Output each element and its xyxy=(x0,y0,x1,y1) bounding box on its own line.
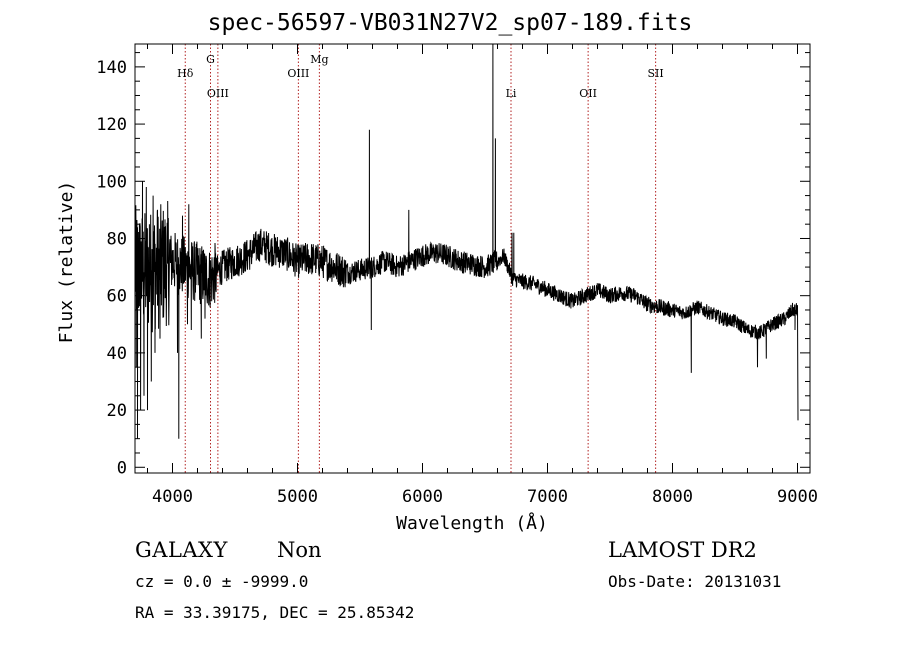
observation-date: Obs-Date: 20131031 xyxy=(608,572,782,591)
y-tick-label: 120 xyxy=(96,115,127,135)
x-axis-ticks: 4000 5000 6000 7000 8000 9000 xyxy=(147,44,818,507)
y-axis-ticks: 0 20 40 60 80 100 120 140 xyxy=(96,52,810,478)
y-tick-label: 80 xyxy=(107,229,127,249)
y-tick-label: 60 xyxy=(107,287,127,307)
spectral-line-label: OIII xyxy=(287,67,309,80)
spectrum-flux-line xyxy=(134,43,799,439)
x-tick-label: 7000 xyxy=(527,487,568,507)
y-tick-label: 100 xyxy=(96,172,127,192)
chart-title: spec-56597-VB031N27V2_sp07-189.fits xyxy=(207,10,693,36)
x-tick-label: 8000 xyxy=(652,487,693,507)
spectral-line-label: OII xyxy=(579,87,597,100)
spectral-line-label: OIII xyxy=(207,87,229,100)
x-tick-label: 9000 xyxy=(777,487,818,507)
y-tick-label: 140 xyxy=(96,58,127,78)
ra-dec-coordinates: RA = 33.39175, DEC = 25.85342 xyxy=(135,603,415,622)
object-class: GALAXY xyxy=(135,538,228,562)
redshift-cz: cz = 0.0 ± -9999.0 xyxy=(135,572,309,591)
y-axis-label: Flux (relative) xyxy=(56,181,77,344)
y-tick-label: 20 xyxy=(107,401,127,421)
object-subclass: Non xyxy=(277,538,322,562)
x-tick-label: 4000 xyxy=(152,487,193,507)
y-tick-label: 0 xyxy=(117,458,127,478)
x-tick-label: 6000 xyxy=(402,487,443,507)
x-tick-label: 5000 xyxy=(277,487,318,507)
spectral-line-label: Hδ xyxy=(177,67,194,80)
spectral-line-label: Li xyxy=(506,87,517,100)
x-axis-label: Wavelength (Å) xyxy=(396,512,548,534)
y-tick-label: 40 xyxy=(107,344,127,364)
spectral-line-label: G xyxy=(206,53,215,66)
spectral-line-label: SII xyxy=(648,67,664,80)
survey-name: LAMOST DR2 xyxy=(608,538,757,562)
spectral-line-label: Mg xyxy=(310,53,328,66)
